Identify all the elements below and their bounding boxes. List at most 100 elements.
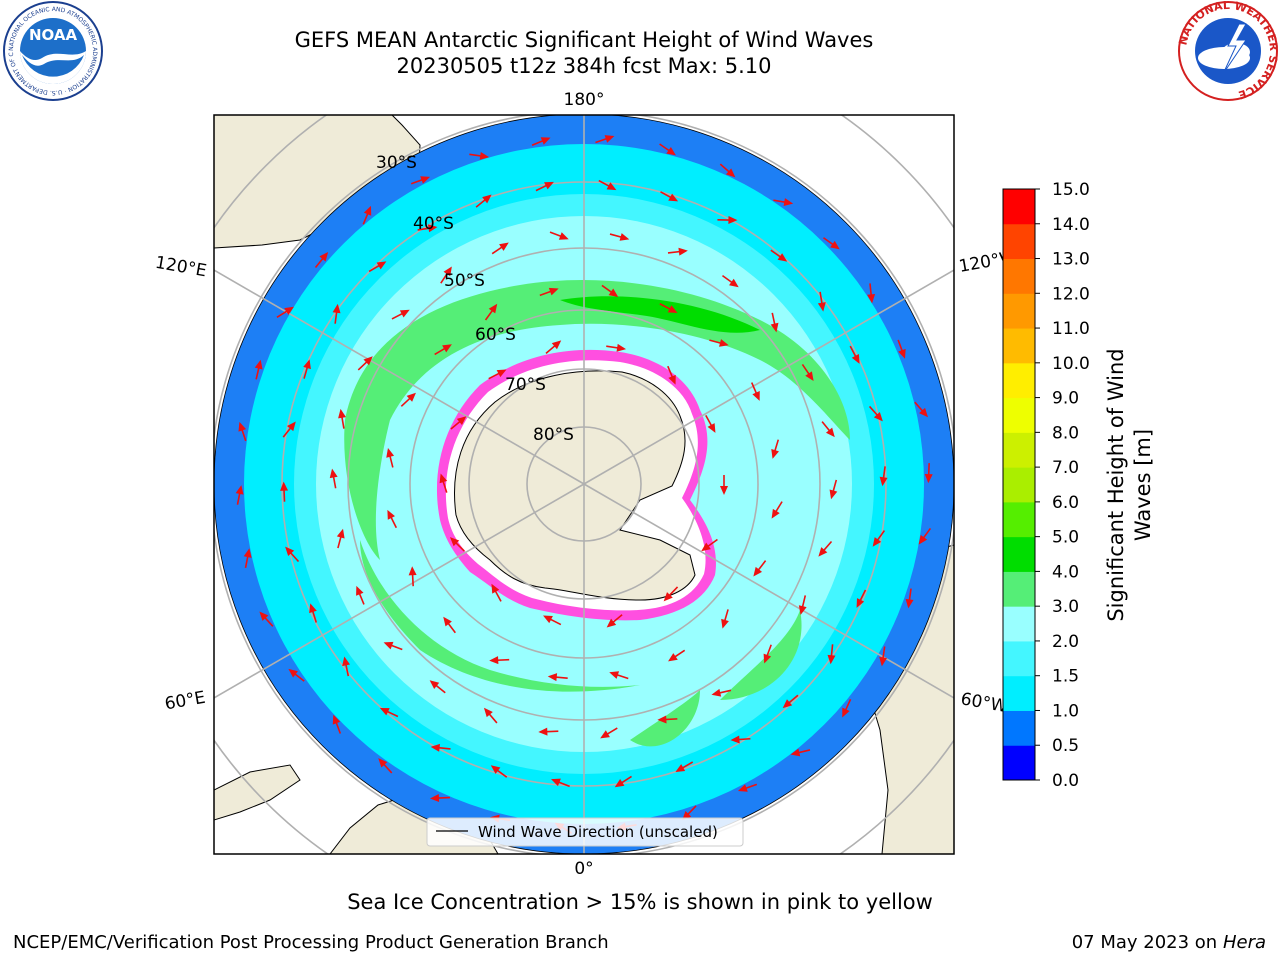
wave-direction-arrowhead	[666, 146, 676, 156]
wave-direction-arrowhead	[363, 205, 372, 216]
wave-direction-arrowhead	[309, 603, 317, 614]
wave-direction-arrowhead	[701, 542, 711, 552]
wave-direction-arrowhead	[608, 288, 619, 298]
colorbar	[1002, 188, 1036, 781]
wave-direction-arrowhead	[729, 278, 739, 288]
colorbar-label-line2: Waves [m]	[1131, 429, 1155, 541]
wave-direction-arrowhead	[867, 293, 876, 304]
wave-direction-arrowhead	[842, 707, 850, 718]
wave-direction-arrowhead	[329, 468, 338, 479]
colorbar-tick-label: 6.0	[1052, 493, 1079, 513]
wave-direction-arrowhead	[338, 408, 347, 419]
colorbar-tick-label: 7.0	[1052, 458, 1079, 478]
wave-direction-arrowhead	[387, 509, 395, 520]
colorbar-segment	[1003, 189, 1035, 225]
wave-direction-arrowhead	[763, 653, 772, 664]
wave-direction-arrowhead	[667, 305, 678, 314]
lat-label-60s: 60°S	[475, 325, 516, 345]
lat-label-50s: 50°S	[444, 271, 485, 291]
wave-direction-arrowhead	[488, 303, 498, 314]
colorbar-segment	[1003, 258, 1035, 294]
colorbar-tick-label: 9.0	[1052, 389, 1079, 409]
wave-direction-arrowhead	[898, 348, 906, 359]
colorbar-tick-label: 15.0	[1052, 180, 1090, 200]
wave-direction-arrowhead	[663, 592, 673, 602]
wave-direction-arrowhead	[872, 537, 882, 547]
wave-direction-arrowhead	[558, 232, 569, 240]
wave-direction-arrowhead	[675, 764, 686, 773]
colorbar-tick-label: 3.0	[1052, 597, 1079, 617]
colorbar-tick-label: 12.0	[1052, 284, 1090, 304]
wave-direction-arrowhead	[825, 427, 835, 438]
colorbar-tick-label: 10.0	[1052, 354, 1090, 374]
wave-direction-arrowhead	[719, 339, 729, 347]
wave-direction-arrowhead	[678, 247, 688, 256]
wave-direction-arrowhead	[798, 605, 807, 615]
wave-direction-arrowhead	[287, 421, 296, 432]
wave-direction-arrowhead	[280, 481, 289, 491]
wave-direction-arrowhead	[616, 343, 627, 352]
wave-direction-arrowhead	[614, 779, 625, 788]
colorbar-segment	[1003, 223, 1035, 260]
wave-direction-arrowhead	[737, 784, 748, 792]
wave-direction-arrowhead	[408, 566, 417, 576]
footer-host: Hera	[1222, 932, 1266, 953]
wave-direction-arrowhead	[243, 548, 252, 558]
colorbar-segment	[1003, 328, 1035, 364]
wave-direction-arrowhead	[805, 371, 814, 382]
lon-label-60w: 60°W	[959, 689, 1009, 717]
noaa-logo: NOAA NATIONAL OCEANIC AND ATMOSPHERIC AD…	[2, 0, 103, 101]
wave-direction-arrowhead	[551, 778, 561, 787]
colorbar-segment	[1003, 640, 1035, 677]
wave-direction-arrowhead	[725, 168, 736, 178]
colorbar-segment	[1003, 710, 1035, 746]
wave-direction-arrowhead	[770, 322, 779, 333]
colorbar-segment	[1003, 745, 1035, 781]
wave-direction-arrowhead	[918, 534, 928, 545]
lat-label-40s: 40°S	[413, 214, 454, 234]
wave-direction-arrowhead	[829, 489, 838, 500]
sea-ice-note: Sea Ice Concentration > 15% is shown in …	[347, 890, 933, 914]
wave-direction-arrowhead	[285, 546, 295, 557]
wave-direction-arrowhead	[905, 598, 914, 609]
lat-label-30s: 30°S	[376, 153, 417, 173]
wave-direction-arrowhead	[376, 261, 387, 270]
chart-subtitle: 20230505 t12z 384h fcst Max: 5.10	[396, 54, 772, 78]
wave-direction-arrowhead	[491, 583, 500, 594]
lon-label-60e: 60°E	[163, 688, 207, 715]
wave-direction-arrowhead	[720, 486, 728, 495]
colorbar-segment	[1003, 467, 1035, 503]
noaa-logo-text: NOAA	[29, 26, 78, 44]
wave-direction-arrowhead	[259, 611, 269, 621]
wave-direction-arrowhead	[777, 253, 788, 262]
wave-direction-arrowhead	[235, 485, 244, 495]
colorbar-tick-label: 13.0	[1052, 250, 1090, 270]
colorbar-tick-label: 1.0	[1052, 701, 1079, 721]
wave-direction-arrowhead	[443, 266, 452, 277]
wave-direction-arrowhead	[332, 303, 341, 314]
colorbar-tick-label: 1.5	[1052, 667, 1079, 687]
colorbar-segment	[1003, 675, 1035, 711]
wave-direction-arrowhead	[356, 585, 364, 596]
wave-direction-arrowhead	[430, 743, 440, 752]
wave-direction-arrowhead	[600, 730, 610, 739]
wave-direction-arrowhead	[551, 340, 562, 350]
lon-label-180: 180°	[564, 90, 605, 110]
wave-direction-arrowhead	[547, 673, 558, 682]
nws-logo: NATIONAL WEATHER SERVICE	[1176, 0, 1280, 102]
wave-direction-arrowhead	[606, 618, 617, 628]
wave-direction-arrowhead	[609, 671, 620, 679]
colorbar-segment	[1003, 432, 1035, 468]
colorbar-tick-label: 5.0	[1052, 528, 1079, 548]
wave-direction-arrowhead	[427, 224, 438, 233]
lat-label-80s: 80°S	[533, 425, 574, 445]
wave-direction-arrowhead	[753, 566, 763, 577]
wave-direction-arrowhead	[420, 176, 431, 184]
wave-direction-arrowhead	[482, 194, 492, 204]
wave-direction-arrowhead	[429, 794, 440, 803]
wave-direction-arrowhead	[319, 251, 329, 262]
wave-direction-arrowhead	[728, 216, 738, 225]
wave-direction-arrowhead	[456, 416, 467, 426]
wave-direction-arrowhead	[543, 615, 553, 624]
